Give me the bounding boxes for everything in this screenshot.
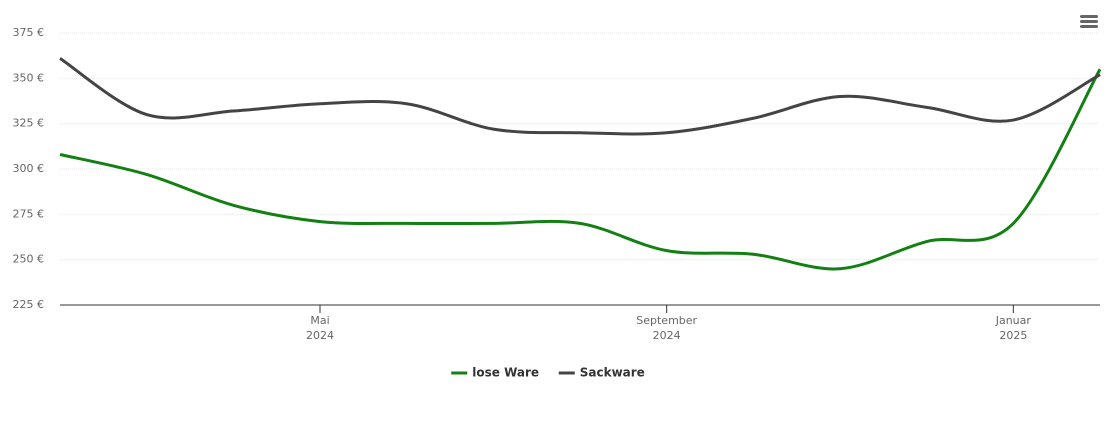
menu-bar	[1080, 25, 1098, 28]
x-tick-label: 2025	[999, 329, 1027, 342]
legend: lose Ware Sackware	[451, 366, 645, 380]
menu-bar	[1080, 15, 1098, 18]
y-tick-label: 275 €	[13, 207, 45, 220]
series-line	[59, 68, 1102, 271]
menu-button[interactable]	[1080, 15, 1098, 28]
legend-item[interactable]: Sackware	[558, 366, 645, 380]
x-tick-label: Mai	[310, 314, 329, 327]
y-tick-label: 350 €	[13, 71, 45, 84]
legend-item[interactable]: lose Ware	[451, 366, 539, 380]
legend-label: lose Ware	[472, 366, 539, 380]
menu-bar	[1080, 20, 1098, 23]
legend-label: Sackware	[580, 366, 645, 380]
x-tick-label: 2024	[306, 329, 334, 342]
series-line	[59, 57, 1101, 136]
x-tick-label: September	[636, 314, 697, 327]
y-tick-label: 325 €	[13, 117, 45, 130]
x-tick-label: 2024	[653, 329, 681, 342]
y-tick-label: 250 €	[13, 253, 45, 266]
x-tick-label: Januar	[995, 314, 1032, 327]
y-tick-label: 300 €	[13, 162, 45, 175]
y-tick-label: 225 €	[13, 298, 45, 311]
y-tick-label: 375 €	[13, 26, 45, 39]
